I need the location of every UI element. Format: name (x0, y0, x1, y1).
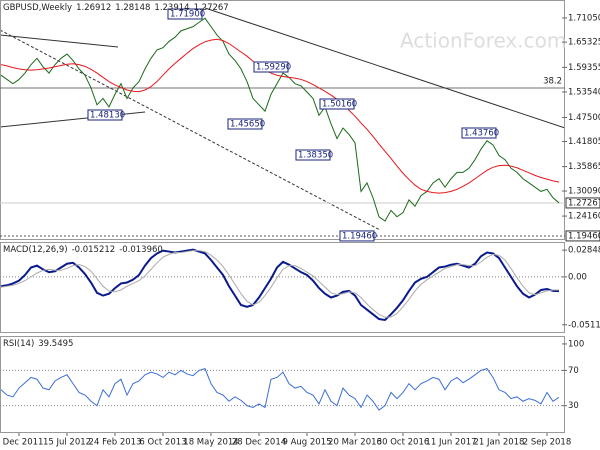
readout-value: 1.23914 (154, 3, 189, 13)
annotation: 1.71900 (170, 10, 205, 20)
y-tick-label: 100 (568, 339, 584, 349)
fib-label: 38.2 (543, 77, 562, 87)
x-tick-label: 20 Mar 2016 (328, 438, 382, 448)
x-tick-label: 15 Jul 2012 (43, 438, 91, 448)
panel-header: GBPUSD,Weekly 1.26912 1.28148 1.23914 1.2726… (3, 3, 229, 13)
panel-title: MACD(12,26,9) (3, 245, 68, 255)
y-tick-label: 0.028489 (568, 246, 600, 256)
annotation: 1.50160 (322, 100, 357, 110)
trendline (204, 7, 566, 129)
y-tick-label: 1.65325 (568, 38, 600, 48)
panel-title: RSI(14) (3, 339, 34, 349)
readout-value: -0.015212 (72, 245, 116, 255)
panel-frame (0, 0, 565, 240)
annotation-box (227, 118, 263, 130)
watermark: ActionForex.com (400, 29, 566, 53)
series-line (0, 250, 560, 318)
panel-header: MACD(12,26,9) -0.015212 -0.013960 (3, 245, 163, 255)
readout-value: -0.013960 (119, 245, 163, 255)
annotation-box (319, 98, 355, 110)
x-tick-label: 18 May 2014 (183, 438, 238, 448)
y-tick-label: 70 (568, 366, 579, 376)
x-tick-label: 28 Dec 2014 (232, 438, 286, 448)
y-tick-label: 1.30090 (568, 187, 600, 197)
x-tick-label: 30 Oct 2016 (377, 438, 430, 448)
panel-title: GBPUSD,Weekly (3, 3, 72, 13)
low-box (565, 230, 600, 242)
y-tick-label: 1.24160 (568, 212, 600, 222)
readout-value: 1.26912 (76, 3, 111, 13)
annotation-box (461, 127, 497, 139)
annotation: 1.38350 (298, 151, 333, 161)
readout-value: 39.5495 (38, 339, 73, 349)
trendlines (0, 7, 566, 231)
trendline (0, 29, 381, 231)
annotation-box (295, 149, 331, 161)
y-tick-label: -0.051125 (568, 320, 600, 330)
annotation: 1.43760 (464, 129, 499, 139)
x-tick-label: 9 Aug 2015 (282, 438, 331, 448)
annotation: 1.45650 (230, 120, 265, 130)
series-line (0, 368, 560, 411)
y-tick-label: 1.71050 (568, 13, 600, 23)
last-price-box (565, 197, 600, 209)
annotation-box (253, 61, 289, 73)
series-line (0, 38, 560, 194)
x-tick-label: 24 Feb 2013 (89, 438, 142, 448)
y-tick-label: 1.47500 (568, 113, 600, 123)
x-tick-label: 2 Sep 2018 (523, 438, 571, 448)
series-line (0, 248, 560, 322)
trendline (0, 34, 119, 48)
readout-value: 1.28148 (115, 3, 150, 13)
y-tick-label: 1.53540 (568, 87, 600, 97)
series-line (0, 17, 560, 222)
panel-header: RSI(14) 39.5495 (3, 339, 73, 349)
y-tick-label: 1.41805 (568, 137, 600, 147)
x-tick-label: 6 Oct 2013 (139, 438, 186, 448)
panel-frame (0, 242, 565, 333)
panel-frame (0, 336, 565, 433)
y-tick-label: 0.00 (568, 272, 587, 282)
y-tick-label: 1.59355 (568, 63, 600, 73)
readout-value: 1.27267 (194, 3, 229, 13)
last-price-label: 1.27267 (568, 198, 600, 208)
annotation: 1.59290 (256, 63, 291, 73)
x-tick-label: 4 Dec 2011 (0, 438, 43, 448)
annotation: 1.19460 (342, 231, 377, 241)
x-tick-label: 11 Jun 2017 (425, 438, 476, 448)
y-tick-label: 30 (568, 401, 579, 411)
annotation-box (87, 109, 123, 121)
annotation-box (339, 230, 375, 242)
annotation: 1.48130 (90, 111, 125, 121)
annotation-box (167, 8, 203, 20)
x-tick-label: 21 Jan 2018 (474, 438, 525, 448)
y-tick-label: 1.35865 (568, 162, 600, 172)
low-label: 1.19460 (568, 231, 600, 241)
